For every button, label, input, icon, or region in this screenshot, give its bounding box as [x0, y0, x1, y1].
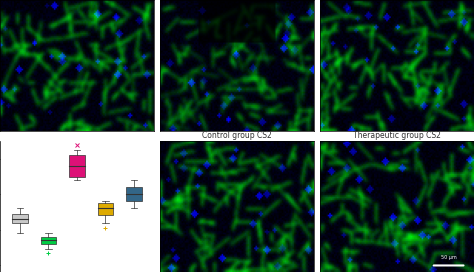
- FancyBboxPatch shape: [12, 214, 28, 222]
- FancyBboxPatch shape: [126, 187, 142, 201]
- Text: 50 μm: 50 μm: [441, 255, 456, 260]
- Title: Therapeutic group CS2: Therapeutic group CS2: [353, 131, 441, 140]
- FancyBboxPatch shape: [98, 203, 113, 215]
- Legend: Intact group, Control group RS2, Therapeutic group RS2, Control group CS2, Thera: Intact group, Control group RS2, Therape…: [222, 241, 283, 270]
- FancyBboxPatch shape: [69, 155, 85, 177]
- FancyBboxPatch shape: [41, 237, 56, 244]
- Title: Control group CS2: Control group CS2: [202, 131, 272, 140]
